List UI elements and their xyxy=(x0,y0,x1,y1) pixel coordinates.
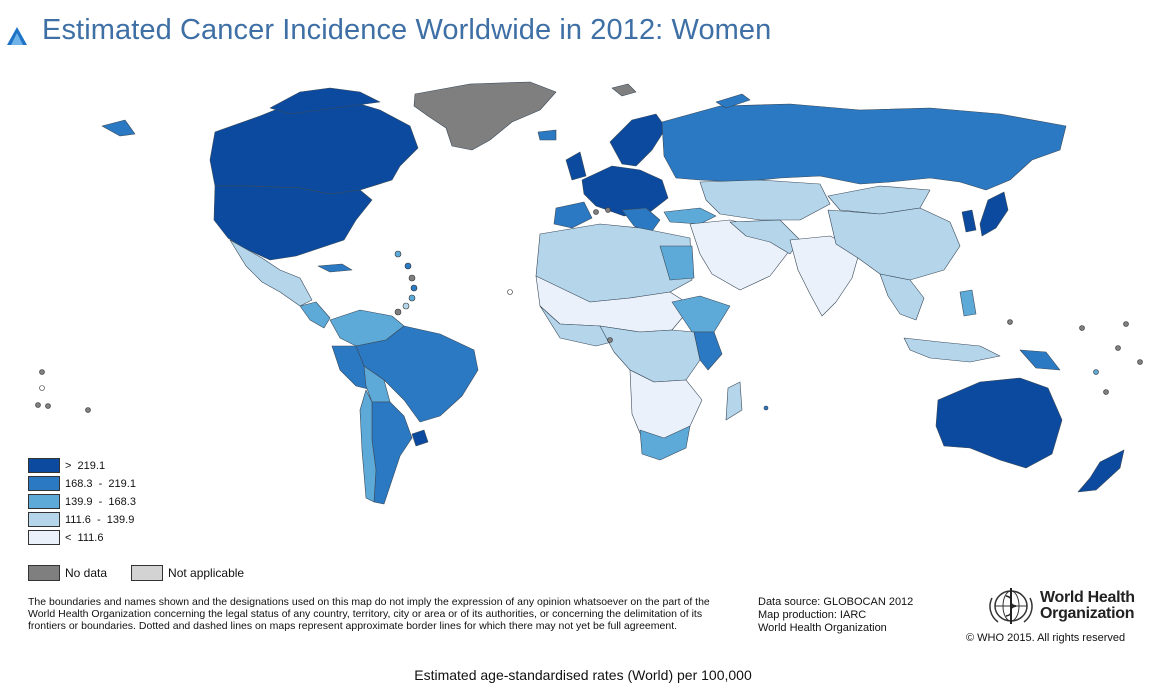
region-novaya-zemlya xyxy=(715,93,751,109)
region-svalbard xyxy=(611,83,637,97)
island-marker xyxy=(1137,359,1143,365)
island-marker xyxy=(1007,319,1013,325)
legend-label: 168.3 - 219.1 xyxy=(65,477,136,490)
region-philippines xyxy=(959,289,977,317)
region-scandinavia xyxy=(609,113,667,167)
who-logo: World Health Organization xyxy=(986,584,1135,628)
region-horn-of-africa xyxy=(671,295,731,333)
source-line: Map production: IARC xyxy=(758,609,867,621)
island-marker xyxy=(410,284,418,292)
region-japan xyxy=(979,191,1009,237)
legend-row: 139.9 - 168.3 xyxy=(28,493,136,510)
legend-row: < 111.6 xyxy=(28,529,136,546)
region-korea xyxy=(961,209,977,233)
region-western-europe xyxy=(581,165,669,217)
iarc-logo-icon xyxy=(7,27,27,45)
island-marker xyxy=(45,403,51,409)
region-alaska xyxy=(101,119,136,137)
island-marker xyxy=(408,294,416,302)
island-marker xyxy=(593,209,599,215)
data-source: Data source: GLOBOCAN 2012 Map productio… xyxy=(758,596,913,635)
region-egypt xyxy=(659,245,695,281)
region-iran xyxy=(729,219,801,255)
island-marker xyxy=(404,262,412,270)
region-china xyxy=(827,207,961,281)
region-central-america xyxy=(299,301,331,329)
legend-row: 111.6 - 139.9 xyxy=(28,511,136,528)
no-data-label: No data xyxy=(65,566,108,580)
legend-label: > 219.1 xyxy=(65,459,106,472)
region-iceland xyxy=(537,129,557,141)
region-central-africa xyxy=(599,325,701,383)
legend-swatch xyxy=(28,458,60,473)
copyright: © WHO 2015. All rights reserved xyxy=(966,632,1126,644)
no-data-legend: No data Not applicable xyxy=(28,565,268,581)
legend: > 219.1 168.3 - 219.1 139.9 - 168.3 111.… xyxy=(28,457,136,547)
legend-label: 111.6 - 139.9 xyxy=(65,513,135,526)
legend-swatch xyxy=(28,530,60,545)
no-data-swatch xyxy=(28,565,60,581)
legend-label: < 111.6 xyxy=(65,531,104,544)
region-iberia xyxy=(553,201,593,229)
island-marker xyxy=(607,337,613,343)
region-chile xyxy=(359,389,377,503)
legend-swatch xyxy=(28,494,60,509)
region-russia xyxy=(661,103,1067,191)
region-uk-ireland xyxy=(565,151,587,181)
island-marker xyxy=(85,407,91,413)
island-marker xyxy=(1123,321,1129,327)
island-marker xyxy=(402,302,410,310)
source-line: Data source: GLOBOCAN 2012 xyxy=(758,596,914,608)
region-cuba xyxy=(317,263,353,273)
island-marker xyxy=(1103,389,1109,395)
island-marker xyxy=(507,289,513,295)
island-marker xyxy=(39,369,45,375)
map-caption: Estimated age-standardised rates (World)… xyxy=(414,667,752,683)
legend-row: 168.3 - 219.1 xyxy=(28,475,136,492)
page-title: Estimated Cancer Incidence Worldwide in … xyxy=(42,13,772,46)
who-name-line: World Health xyxy=(1040,589,1135,606)
region-new-zealand xyxy=(1077,449,1125,493)
region-mexico xyxy=(229,239,313,307)
region-australia xyxy=(935,377,1063,469)
region-italy-balkans xyxy=(621,207,661,235)
island-marker xyxy=(408,274,416,282)
region-southeast-asia xyxy=(879,273,925,321)
who-emblem-icon xyxy=(989,588,1033,624)
who-name-line: Organization xyxy=(1040,605,1135,622)
legend-swatch xyxy=(28,476,60,491)
island-marker xyxy=(39,385,45,391)
region-canada xyxy=(209,97,419,195)
legend-label: 139.9 - 168.3 xyxy=(65,495,136,508)
region-canada-islands xyxy=(269,87,381,115)
island-marker xyxy=(1115,345,1121,351)
region-usa xyxy=(213,185,373,261)
legend-swatch xyxy=(28,512,60,527)
not-applicable-label: Not applicable xyxy=(168,566,245,580)
island-marker xyxy=(605,207,611,213)
island-marker xyxy=(1093,369,1099,375)
region-greenland xyxy=(413,81,557,151)
title-row: Estimated Cancer Incidence Worldwide in … xyxy=(6,10,771,50)
region-east-africa xyxy=(693,331,723,371)
region-argentina xyxy=(371,401,413,505)
island-marker xyxy=(394,308,402,316)
island-marker xyxy=(1079,325,1085,331)
source-line: World Health Organization xyxy=(758,622,887,634)
island-marker xyxy=(35,402,41,408)
region-uruguay xyxy=(411,429,429,447)
legend-row: > 219.1 xyxy=(28,457,136,474)
world-map xyxy=(35,81,1143,505)
who-name: World Health Organization xyxy=(1040,590,1135,622)
region-south-africa xyxy=(639,425,691,461)
region-papua-new-guinea xyxy=(1019,349,1061,371)
region-turkey xyxy=(663,207,717,225)
island-marker xyxy=(763,405,769,411)
region-indonesia xyxy=(903,337,1001,363)
not-applicable-swatch xyxy=(131,565,164,581)
disclaimer-text: The boundaries and names shown and the d… xyxy=(28,596,710,632)
region-central-asia xyxy=(699,179,831,221)
island-marker xyxy=(394,250,402,258)
region-madagascar xyxy=(725,381,743,421)
